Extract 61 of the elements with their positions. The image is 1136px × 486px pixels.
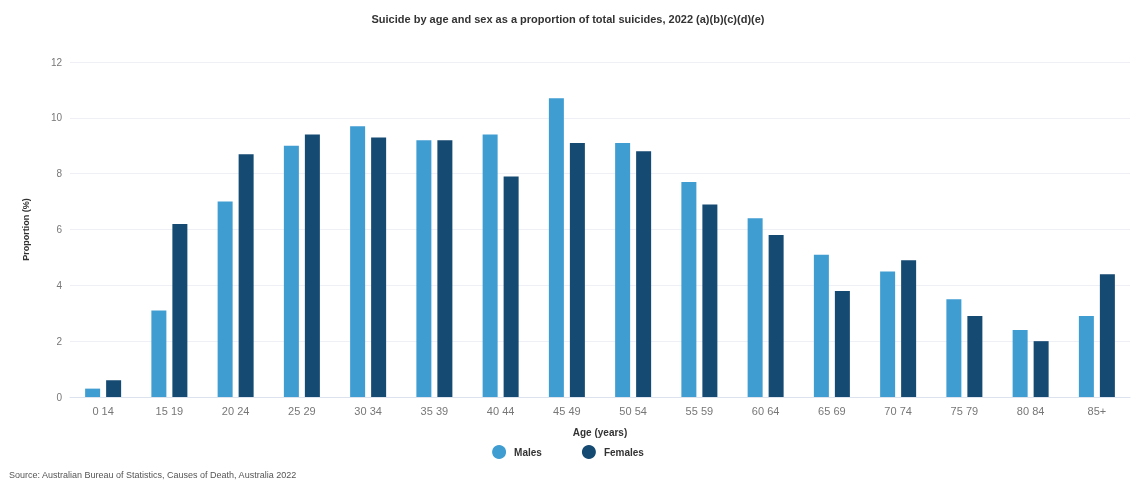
bar [151, 310, 167, 397]
bar [1033, 341, 1049, 397]
bar [217, 201, 233, 397]
legend-label: Males [514, 446, 543, 458]
x-tick-label: 40 44 [486, 404, 515, 417]
bar [768, 235, 784, 397]
bar [636, 151, 652, 397]
bar [1099, 274, 1115, 397]
y-tick-label: 2 [56, 335, 63, 347]
y-tick-label: 6 [56, 224, 63, 235]
bar [834, 290, 850, 397]
y-tick-label: 10 [50, 112, 63, 124]
bar [283, 145, 299, 397]
x-tick-label: 65 69 [818, 404, 846, 417]
chart-title: Suicide by age and sex as a proportion of total suicides, 2022 (a)(b)(c)(d)(e) [371, 12, 765, 25]
bar [1078, 316, 1094, 397]
x-tick-label: 35 39 [420, 404, 449, 417]
x-tick-label: 50 54 [619, 404, 647, 417]
bar [437, 140, 453, 397]
x-tick-label: 60 64 [751, 404, 780, 417]
source-note: Source: Australian Bureau of Statistics, Causes of Death, Australia 2022 [9, 469, 297, 480]
x-tick-label: 85+ [1087, 404, 1107, 417]
bar [880, 271, 896, 397]
bar [747, 218, 763, 397]
bar [901, 260, 917, 397]
bar [702, 204, 718, 397]
bar [967, 316, 983, 397]
bar [238, 154, 254, 397]
bar [106, 380, 122, 397]
bar [946, 299, 962, 397]
bar [304, 134, 320, 397]
bar [548, 98, 564, 397]
y-tick-label: 12 [50, 56, 63, 68]
bar [503, 176, 519, 397]
x-axis-title: Age (years) [572, 426, 628, 438]
y-tick-label: 4 [56, 279, 63, 291]
x-tick-label: 55 59 [685, 404, 714, 417]
bar [569, 142, 585, 397]
x-tick-label: 75 79 [950, 404, 979, 417]
bar [85, 388, 101, 397]
bar [172, 223, 188, 397]
bar [1012, 330, 1028, 397]
x-tick-label: 15 19 [155, 404, 184, 417]
legend-label: Females [603, 446, 645, 458]
bar [350, 126, 366, 397]
bar [615, 142, 631, 397]
x-tick-label: 0 14 [92, 404, 114, 417]
x-tick-label: 45 49 [553, 404, 581, 417]
bar [371, 137, 387, 397]
x-tick-label: 20 24 [221, 404, 250, 417]
bar [681, 182, 697, 397]
bar [482, 134, 498, 397]
x-tick-label: 30 34 [354, 404, 382, 417]
x-tick-label: 25 29 [288, 404, 316, 417]
bar [813, 254, 829, 397]
y-axis-title: Proportion (%) [20, 198, 31, 261]
x-tick-label: 80 84 [1016, 404, 1045, 417]
y-tick-label: 8 [56, 168, 63, 180]
bar [416, 140, 432, 397]
x-tick-label: 70 74 [884, 404, 912, 417]
y-tick-label: 0 [56, 391, 63, 403]
